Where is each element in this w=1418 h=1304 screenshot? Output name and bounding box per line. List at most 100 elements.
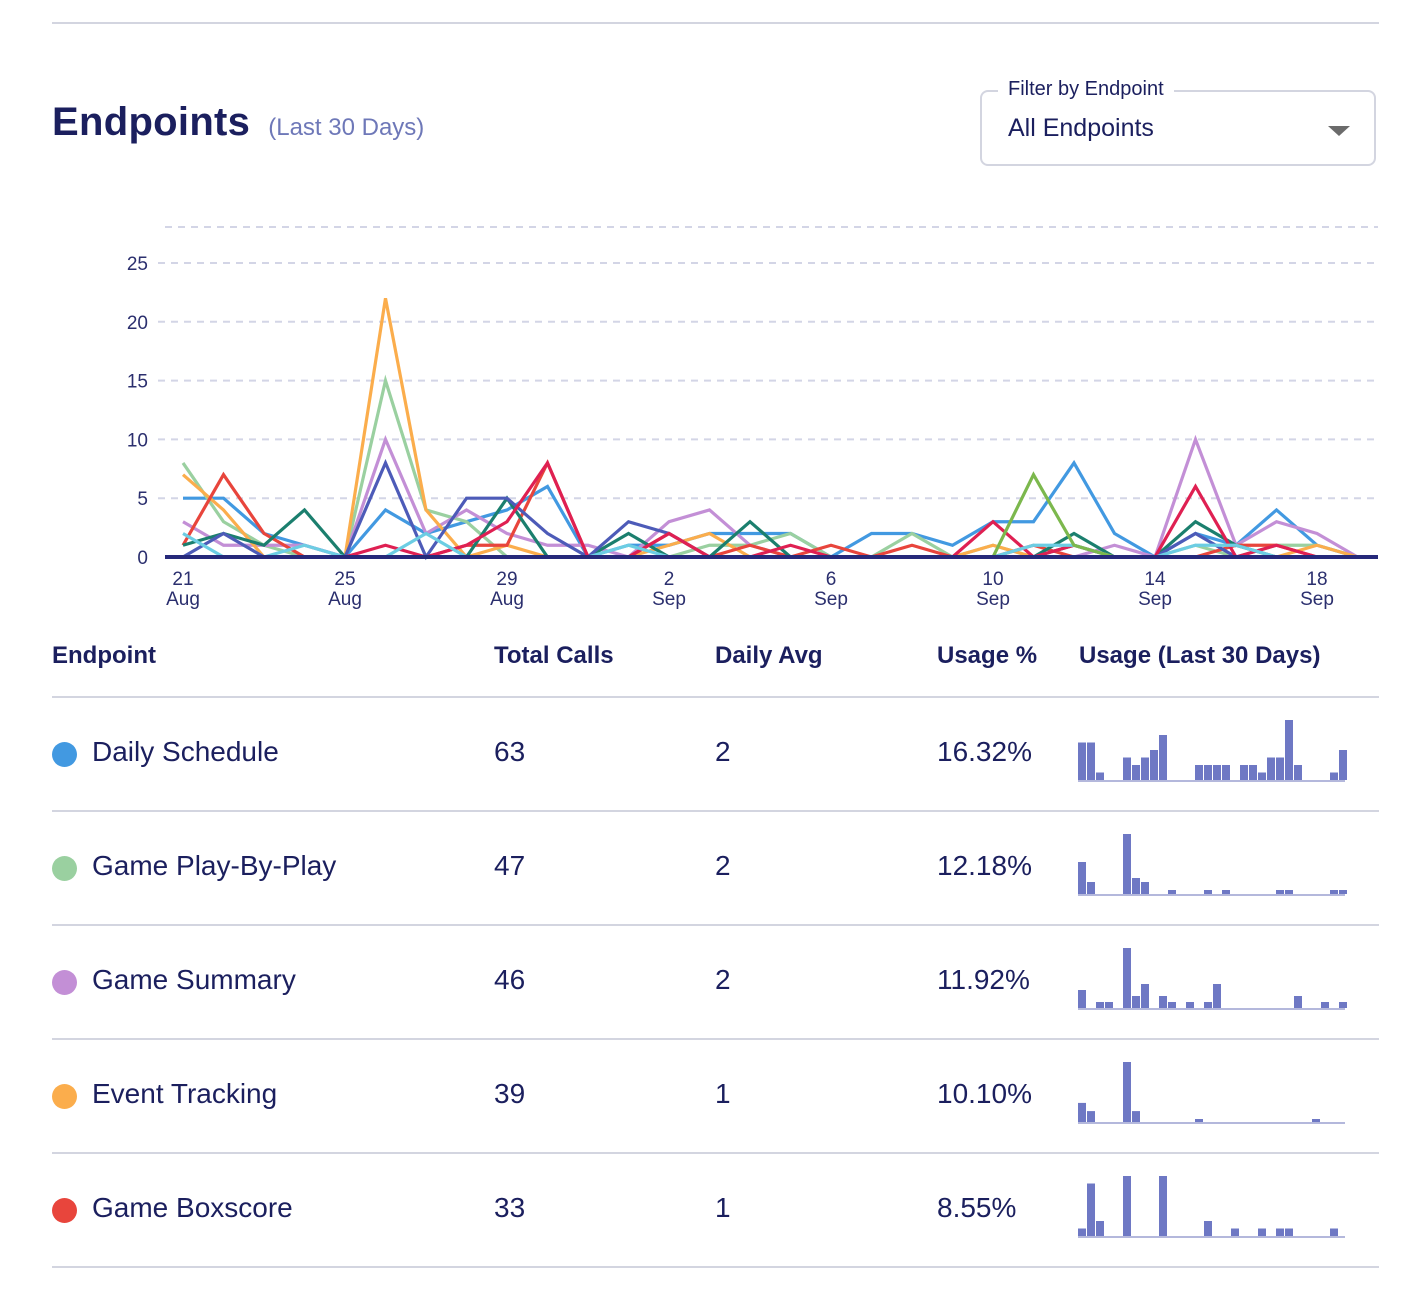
sparkline-bar bbox=[1123, 757, 1131, 780]
column-header-endpoint[interactable]: Endpoint bbox=[52, 642, 156, 669]
x-tick-month: Sep bbox=[652, 589, 686, 610]
endpoint-color-dot bbox=[52, 970, 77, 995]
sparkline-bar bbox=[1159, 735, 1167, 780]
sparkline-bar bbox=[1231, 1228, 1239, 1236]
top-divider bbox=[52, 22, 1379, 24]
sparkline-bar bbox=[1330, 772, 1338, 780]
sparkline-bar bbox=[1276, 890, 1284, 894]
endpoint-filter-select[interactable]: Filter by Endpoint All Endpoints bbox=[980, 78, 1376, 166]
usage-sparkline bbox=[1078, 1062, 1345, 1124]
x-tick-day: 6 bbox=[826, 569, 837, 590]
sparkline-bar bbox=[1285, 1228, 1293, 1236]
sparkline-bar bbox=[1078, 1228, 1086, 1236]
sparkline-bar bbox=[1087, 742, 1095, 780]
y-tick-label: 20 bbox=[127, 313, 148, 334]
table-row[interactable]: Game Boxscore 33 1 8.55% bbox=[52, 1154, 1379, 1268]
x-tick-day: 29 bbox=[496, 569, 517, 590]
x-tick-day: 2 bbox=[664, 569, 675, 590]
endpoint-name: Daily Schedule bbox=[92, 736, 279, 767]
sparkline-bar bbox=[1204, 765, 1212, 780]
usage-sparkline bbox=[1078, 834, 1347, 896]
usage-sparkline bbox=[1078, 1176, 1345, 1238]
sparkline-bar bbox=[1078, 742, 1086, 780]
y-tick-label: 10 bbox=[127, 430, 148, 451]
sparkline-bar bbox=[1186, 1002, 1194, 1008]
x-tick-month: Aug bbox=[166, 589, 200, 610]
y-tick-label: 5 bbox=[137, 489, 148, 510]
daily-avg: 2 bbox=[715, 964, 731, 995]
daily-avg: 2 bbox=[715, 850, 731, 881]
sparkline-bar bbox=[1204, 890, 1212, 894]
sparkline-bar bbox=[1096, 772, 1104, 780]
x-tick-month: Sep bbox=[1300, 589, 1334, 610]
x-tick-month: Aug bbox=[490, 589, 524, 610]
sparkline-bar bbox=[1249, 765, 1257, 780]
x-tick-month: Sep bbox=[976, 589, 1010, 610]
column-header-total-calls[interactable]: Total Calls bbox=[494, 642, 614, 669]
section-header: Endpoints (Last 30 Days) bbox=[52, 100, 424, 145]
sparkline-bar bbox=[1141, 882, 1149, 894]
usage-sparkline bbox=[1078, 720, 1347, 782]
series-line-injuries[interactable] bbox=[183, 459, 1358, 559]
sparkline-bar bbox=[1132, 996, 1140, 1008]
sparkline-bar bbox=[1141, 757, 1149, 780]
sparkline-bar bbox=[1096, 1221, 1104, 1236]
x-tick-day: 21 bbox=[172, 569, 193, 590]
sparkline-bar bbox=[1321, 1002, 1329, 1008]
table-row[interactable]: Daily Schedule 63 2 16.32% bbox=[52, 698, 1379, 812]
sparkline-bar bbox=[1123, 948, 1131, 1008]
table-row[interactable]: Game Summary 46 2 11.92% bbox=[52, 926, 1379, 1040]
total-calls: 33 bbox=[494, 1192, 526, 1223]
sparkline-bar bbox=[1123, 1176, 1131, 1236]
endpoint-color-dot bbox=[52, 1084, 77, 1109]
y-tick-label: 25 bbox=[127, 254, 148, 275]
sparkline-bar bbox=[1132, 765, 1140, 780]
column-header-usage-pct[interactable]: Usage % bbox=[937, 642, 1038, 669]
sparkline-bar bbox=[1132, 878, 1140, 894]
sparkline-bar bbox=[1087, 1183, 1095, 1236]
endpoint-name: Game Boxscore bbox=[92, 1192, 293, 1223]
page-title: Endpoints bbox=[52, 100, 251, 144]
total-calls: 46 bbox=[494, 964, 526, 995]
table-header: Endpoint Total Calls Daily Avg Usage % U… bbox=[52, 630, 1379, 698]
sparkline-bar bbox=[1204, 1002, 1212, 1008]
total-calls: 63 bbox=[494, 736, 526, 767]
sparkline-bar bbox=[1276, 1228, 1284, 1236]
caret-down-icon[interactable] bbox=[1328, 126, 1350, 136]
x-tick-day: 10 bbox=[982, 569, 1003, 590]
sparkline-bar bbox=[1285, 890, 1293, 894]
daily-avg: 1 bbox=[715, 1192, 731, 1223]
sparkline-bar bbox=[1195, 765, 1203, 780]
usage-percent: 10.10% bbox=[937, 1078, 1032, 1109]
filter-label: Filter by Endpoint bbox=[998, 78, 1174, 101]
sparkline-bar bbox=[1078, 1102, 1086, 1122]
usage-percent: 8.55% bbox=[937, 1192, 1017, 1223]
sparkline-bar bbox=[1213, 765, 1221, 780]
x-tick-day: 18 bbox=[1306, 569, 1327, 590]
sparkline-bar bbox=[1339, 890, 1347, 894]
sparkline-bar bbox=[1141, 984, 1149, 1008]
total-calls: 39 bbox=[494, 1078, 526, 1109]
sparkline-bar bbox=[1078, 862, 1086, 894]
x-tick-month: Aug bbox=[328, 589, 362, 610]
sparkline-bar bbox=[1222, 890, 1230, 894]
y-tick-label: 0 bbox=[137, 548, 148, 569]
usage-percent: 11.92% bbox=[937, 964, 1030, 995]
endpoints-table: Endpoint Total Calls Daily Avg Usage % U… bbox=[52, 630, 1379, 1268]
table-row[interactable]: Game Play-By-Play 47 2 12.18% bbox=[52, 812, 1379, 926]
endpoint-color-dot bbox=[52, 1198, 77, 1223]
x-tick-day: 14 bbox=[1144, 569, 1166, 590]
column-header-daily-avg[interactable]: Daily Avg bbox=[715, 642, 823, 669]
sparkline-bar bbox=[1213, 984, 1221, 1008]
sparkline-bar bbox=[1195, 1119, 1203, 1122]
endpoints-line-chart: 051015202521Aug25Aug29Aug2Sep6Sep10Sep14… bbox=[127, 226, 1378, 610]
table-row[interactable]: Event Tracking 39 1 10.10% bbox=[52, 1040, 1379, 1154]
sparkline-bar bbox=[1150, 750, 1158, 780]
endpoint-name: Game Play-By-Play bbox=[92, 850, 337, 881]
endpoint-name: Event Tracking bbox=[92, 1078, 278, 1109]
sparkline-bar bbox=[1330, 890, 1338, 894]
sparkline-bar bbox=[1159, 996, 1167, 1008]
sparkline-bar bbox=[1294, 765, 1302, 780]
sparkline-bar bbox=[1330, 1228, 1338, 1236]
sparkline-bar bbox=[1222, 765, 1230, 780]
